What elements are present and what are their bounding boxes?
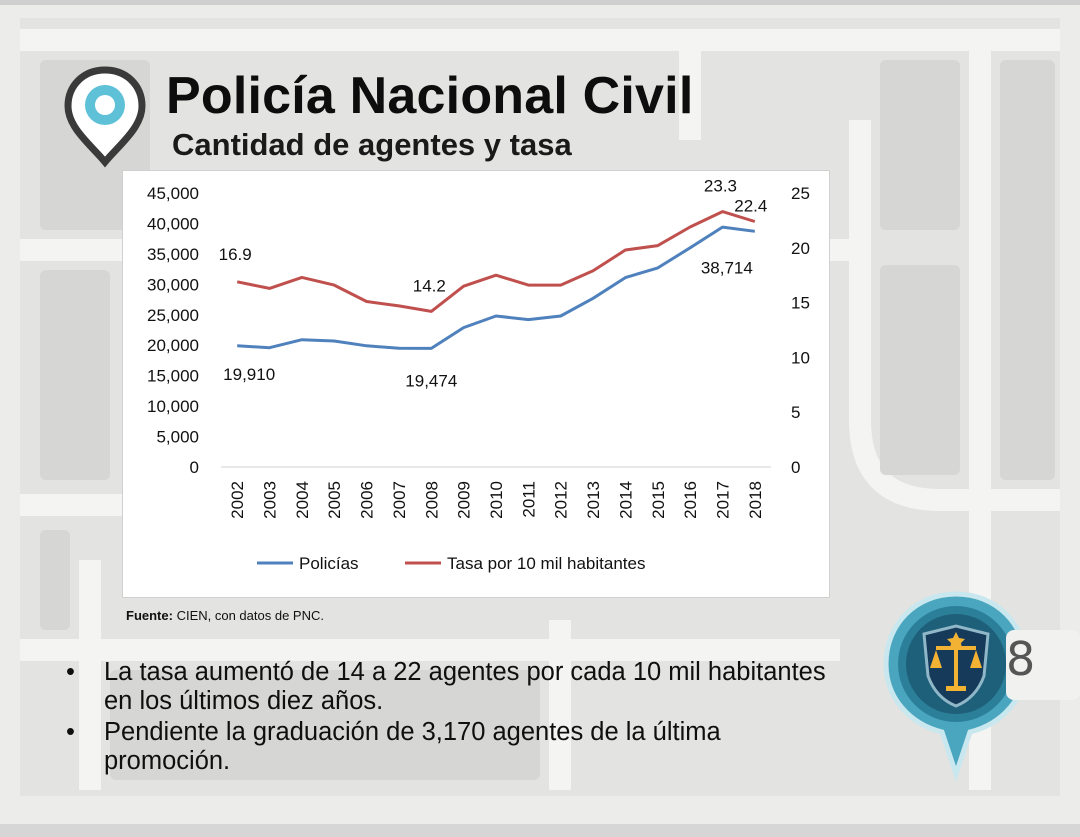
y-left-tick-label: 0	[190, 458, 199, 477]
y-left-tick-label: 45,000	[147, 184, 199, 203]
x-tick-label: 2016	[681, 481, 700, 519]
x-tick-label: 2006	[358, 481, 377, 519]
y-left-tick-label: 30,000	[147, 275, 199, 294]
legend-label: Tasa por 10 mil habitantes	[447, 554, 645, 573]
page-subtitle: Cantidad de agentes y tasa	[172, 127, 572, 162]
data-label: 22.4	[734, 196, 767, 215]
y-left-tick-label: 10,000	[147, 397, 199, 416]
y-right-tick-label: 25	[791, 184, 810, 203]
x-tick-label: 2015	[649, 481, 668, 519]
x-tick-label: 2004	[293, 481, 312, 519]
x-tick-label: 2018	[746, 481, 765, 519]
y-left-tick-label: 35,000	[147, 245, 199, 264]
x-tick-label: 2009	[455, 481, 474, 519]
series-line-tasa	[236, 210, 756, 313]
bullet-text: La tasa aumentó de 14 a 22 agentes por c…	[104, 658, 826, 715]
bullet-text: Pendiente la graduación de 3,170 agentes…	[104, 718, 721, 775]
chart-panel: 0 5,000 10,000 15,000 20,000 25,000 30,000 35,0…	[122, 170, 830, 598]
data-label: 14.2	[413, 276, 446, 295]
x-tick-label: 2008	[422, 481, 441, 519]
x-tick-label: 2014	[616, 481, 635, 519]
y-left-tick-label: 15,000	[147, 367, 199, 386]
x-tick-label: 2012	[552, 481, 571, 519]
source-text: CIEN, con datos de PNC.	[172, 608, 324, 623]
legend-label: Policías	[299, 554, 359, 573]
y-left-tick-label: 20,000	[147, 336, 199, 355]
x-tick-label: 2011	[519, 481, 538, 518]
bottom-rule	[0, 824, 1080, 837]
data-label: 16.9	[219, 245, 252, 264]
bullet-item: • La tasa aumentó de 14 a 22 agentes por …	[62, 658, 852, 716]
x-tick-label: 2007	[390, 481, 409, 519]
y-right-tick-label: 20	[791, 239, 810, 258]
location-pin-icon	[64, 66, 146, 168]
y-left-tick-label: 40,000	[147, 214, 199, 233]
x-tick-label: 2005	[325, 481, 344, 519]
y-right-tick-label: 15	[791, 294, 810, 313]
x-tick-label: 2002	[228, 481, 247, 519]
bullet-item: • Pendiente la graduación de 3,170 agente…	[62, 718, 852, 776]
bullet-list: • La tasa aumentó de 14 a 22 agentes por …	[62, 658, 852, 778]
x-tick-label: 2013	[584, 481, 603, 519]
data-label: 19,474	[405, 371, 457, 390]
y-right-tick-label: 0	[791, 458, 800, 477]
bullet-dot: •	[66, 718, 75, 746]
x-tick-label: 2010	[487, 481, 506, 519]
page-number: 8	[1006, 632, 1036, 686]
y-right-tick-label: 10	[791, 348, 810, 367]
page-title: Policía Nacional Civil	[166, 67, 694, 125]
data-label: 38,714	[701, 258, 753, 277]
series-line-policias	[237, 225, 755, 350]
y-left-tick-label: 25,000	[147, 306, 199, 325]
top-rule	[0, 0, 1080, 5]
line-chart: 0 5,000 10,000 15,000 20,000 25,000 30,000 35,0…	[147, 177, 810, 573]
source-note: Fuente: CIEN, con datos de PNC.	[126, 608, 324, 623]
x-tick-label: 2017	[713, 481, 732, 519]
data-label: 19,910	[223, 365, 275, 384]
y-left-tick-label: 5,000	[156, 428, 199, 447]
shield-scales-icon	[883, 591, 1080, 782]
source-label: Fuente:	[126, 608, 173, 623]
x-tick-label: 2003	[261, 481, 280, 519]
bullet-dot: •	[66, 658, 75, 686]
data-label: 23.3	[704, 177, 737, 196]
y-right-tick-label: 5	[791, 403, 800, 422]
